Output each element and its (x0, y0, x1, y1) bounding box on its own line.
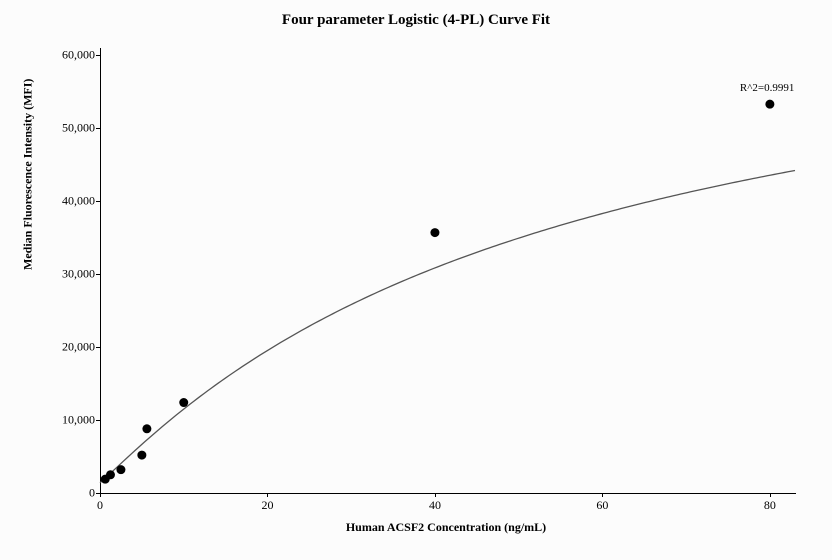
data-point (765, 100, 774, 109)
curve-svg (100, 48, 795, 493)
x-tick-label: 60 (596, 498, 608, 513)
y-tick-label: 0 (89, 486, 95, 501)
x-tick-label: 80 (764, 498, 776, 513)
data-point (142, 424, 151, 433)
x-tick-label: 40 (429, 498, 441, 513)
y-tick-label: 60,000 (62, 48, 95, 63)
chart-title: Four parameter Logistic (4-PL) Curve Fit (0, 12, 832, 29)
x-tick-label: 0 (97, 498, 103, 513)
y-tick-label: 40,000 (62, 194, 95, 209)
data-point (116, 465, 125, 474)
y-tick-label: 30,000 (62, 267, 95, 282)
y-tick-label: 10,000 (62, 413, 95, 428)
data-point (106, 470, 115, 479)
x-axis-label: Human ACSF2 Concentration (ng/mL) (0, 520, 832, 535)
chart-container: Four parameter Logistic (4-PL) Curve Fit… (0, 0, 832, 560)
data-points (101, 100, 775, 484)
x-tick-label: 20 (261, 498, 273, 513)
data-point (430, 228, 439, 237)
r-squared-annotation: R^2=0.9991 (740, 82, 794, 94)
data-point (179, 398, 188, 407)
fit-curve (100, 170, 795, 482)
y-axis-label: Median Fluorescence Intensity (MFI) (21, 79, 36, 270)
y-tick-label: 20,000 (62, 340, 95, 355)
y-tick-label: 50,000 (62, 121, 95, 136)
data-point (137, 451, 146, 460)
